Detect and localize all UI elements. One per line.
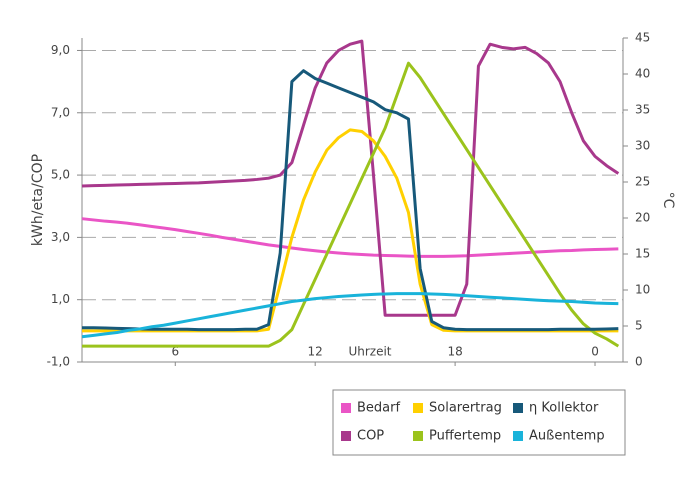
legend-label: Puffertemp	[429, 429, 501, 444]
legend-label: η Kollektor	[529, 401, 599, 416]
y-tick-label: -1,0	[47, 355, 70, 369]
y-axis-label: kWh/eta/COP	[30, 154, 46, 246]
y2-tick-label: 5	[635, 319, 643, 333]
legend-swatch	[513, 403, 523, 413]
y2-tick-label: 25	[635, 175, 650, 189]
series-line	[82, 61, 620, 348]
x-tick-label: 0	[591, 345, 599, 359]
legend-swatch	[413, 403, 423, 413]
y2-tick-label: 15	[635, 247, 650, 261]
legend-box	[332, 389, 626, 456]
y2-tick-label: 0	[635, 355, 643, 369]
x-tick-label: 18	[447, 345, 462, 359]
y2-tick-label: 35	[635, 103, 650, 117]
y-tick-label: 1,0	[51, 292, 70, 306]
y-tick-label: 5,0	[51, 168, 70, 182]
legend-label: Außentemp	[529, 429, 605, 444]
y-tick-label: 9,0	[51, 43, 70, 57]
y2-tick-label: 40	[635, 67, 650, 81]
legend-swatch	[413, 431, 423, 441]
y2-tick-label: 20	[635, 211, 650, 225]
x-tick-label: 12	[308, 345, 323, 359]
series-line	[82, 69, 619, 332]
legend-swatch	[341, 431, 351, 441]
series-line	[81, 217, 619, 258]
legend-swatch	[513, 431, 523, 441]
series-line	[81, 292, 619, 339]
y-tick-label: 7,0	[51, 105, 70, 119]
x-axis-label: Uhrzeit	[348, 345, 391, 359]
y2-tick-label: 30	[635, 139, 650, 153]
legend-swatch	[341, 403, 351, 413]
x-tick-label: 6	[171, 345, 179, 359]
series-line	[81, 39, 620, 317]
y2-tick-label: 10	[635, 283, 650, 297]
legend-label: Bedarf	[357, 401, 400, 416]
legend-label: Solarertrag	[429, 401, 502, 416]
y2-axis-label: °C	[660, 192, 676, 209]
legend-label: COP	[357, 429, 384, 444]
y2-tick-label: 45	[635, 31, 650, 45]
y-tick-label: 3,0	[51, 230, 70, 244]
